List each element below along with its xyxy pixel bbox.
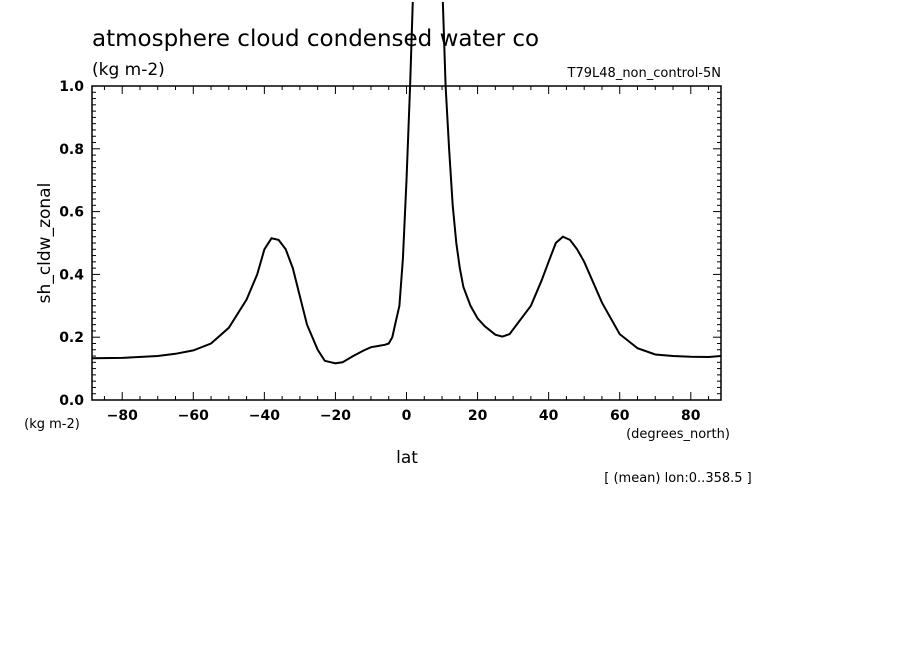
x-axis-ticks: −80 −60 −40 −20 0 20 40 60 80 <box>103 86 710 424</box>
y-axis-units: (kg m-2) <box>24 417 80 432</box>
chart-units-label: (kg m-2) <box>92 60 165 80</box>
y-tick-label: 0.0 <box>59 393 84 409</box>
y-tick-label: 0.4 <box>59 267 84 283</box>
x-tick-label: −60 <box>178 408 209 424</box>
x-tick-label: −20 <box>320 408 351 424</box>
plot-frame <box>91 85 722 401</box>
x-tick-label: 20 <box>468 408 488 424</box>
x-axis-label: lat <box>396 448 418 468</box>
y-tick-label: 0.8 <box>59 142 84 158</box>
x-tick-label: 40 <box>539 408 559 424</box>
x-axis-units: (degrees_north) <box>626 427 730 442</box>
series-line <box>92 2 721 365</box>
run-label: T79L48_non_control-5N <box>567 66 721 81</box>
x-tick-label: −80 <box>107 408 138 424</box>
x-tick-label: 80 <box>681 408 701 424</box>
y-tick-label: 1.0 <box>59 79 84 95</box>
x-tick-label: −40 <box>249 408 280 424</box>
x-tick-label: 60 <box>610 408 630 424</box>
x-tick-label: 0 <box>402 408 412 424</box>
y-axis-ticks: 0.0 0.2 0.4 0.6 0.8 1.0 <box>59 79 721 409</box>
y-tick-label: 0.2 <box>59 330 84 346</box>
y-tick-label: 0.6 <box>59 205 84 221</box>
y-axis-label: sh_cldw_zonal <box>35 183 55 304</box>
footnote: [ (mean) lon:0..358.5 ] <box>604 471 752 486</box>
chart-title: atmosphere cloud condensed water co <box>92 26 539 52</box>
